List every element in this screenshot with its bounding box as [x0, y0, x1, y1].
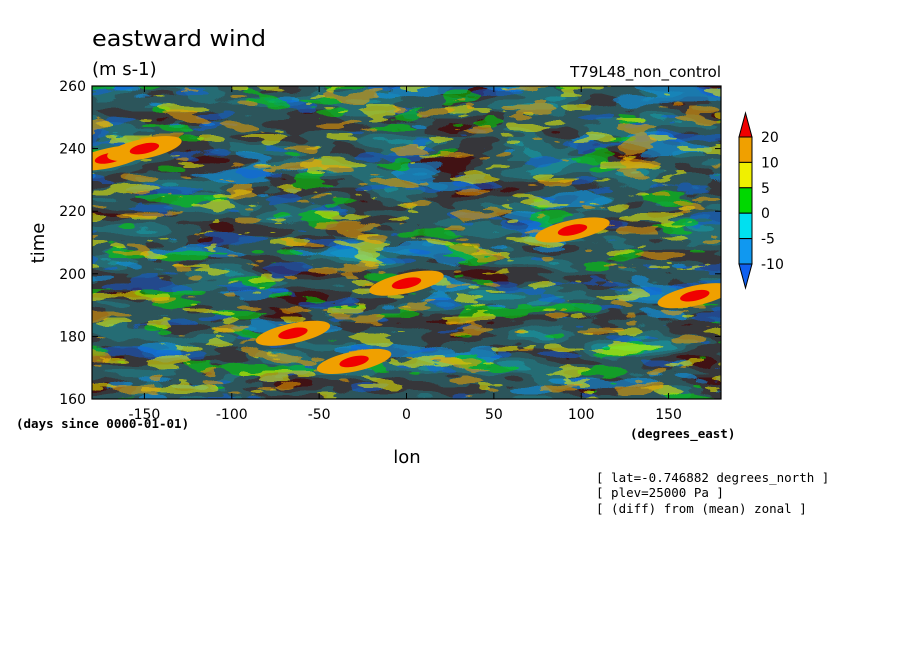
chart-title: eastward wind: [92, 27, 266, 52]
x-tick-label: 100: [568, 407, 595, 423]
colorbar-segment: [738, 136, 753, 163]
annotation-plev: [ plev=25000 Pa ]: [596, 485, 724, 500]
x-tick-label: 0: [402, 407, 411, 423]
x-axis-ticks: -150 -100 -50 0 50 100 150: [129, 86, 682, 423]
y-axis-ticks: 160 180 200 220 240 260: [59, 79, 721, 408]
y-axis-units: (days since 0000-01-01): [16, 416, 189, 431]
y-tick-label: 220: [59, 204, 86, 220]
feature-core: [680, 289, 710, 302]
annotation-zonal: [ (diff) from (mean) zonal ]: [596, 501, 807, 516]
colorbar-label: 20: [761, 130, 779, 146]
run-label: T79L48_non_control: [569, 63, 721, 82]
feature-core: [339, 355, 369, 368]
colorbar-label: -10: [761, 257, 784, 273]
field-band-4: [92, 86, 721, 399]
y-tick-label: 260: [59, 79, 86, 95]
colorbar-label: -5: [761, 232, 775, 248]
colorbar-top-arrow: [738, 111, 753, 138]
x-tick-label: -150: [129, 407, 161, 423]
colorbar: 20 10 5 0 -5 -10: [738, 111, 784, 290]
colorbar-segment: [738, 187, 753, 214]
colorbar-segment: [738, 212, 753, 240]
feature-core: [391, 277, 422, 289]
feature-core: [129, 142, 160, 155]
y-tick-label: 160: [59, 392, 86, 408]
x-tick-label: -50: [308, 407, 331, 423]
y-tick-label: 200: [59, 267, 86, 283]
colorbar-segment: [738, 238, 753, 265]
x-tick-label: 50: [485, 407, 503, 423]
colorbar-segment: [738, 161, 753, 189]
x-axis-label: lon: [393, 447, 420, 468]
y-tick-label: 240: [59, 142, 86, 158]
annotation-lat: [ lat=-0.746882 degrees_north ]: [596, 470, 829, 485]
y-axis-label: time: [28, 223, 49, 264]
feature-core: [278, 327, 308, 340]
colorbar-label: 10: [761, 155, 779, 171]
x-tick-label: -100: [216, 407, 248, 423]
feature-core: [557, 224, 588, 236]
x-axis-units: (degrees_east): [630, 426, 735, 442]
colorbar-bottom-arrow: [738, 263, 753, 290]
colorbar-label: 0: [761, 206, 770, 222]
heatmap-field: [92, 86, 721, 399]
x-tick-label: 150: [655, 407, 682, 423]
chart-units: (m s-1): [92, 59, 157, 80]
y-tick-label: 180: [59, 329, 86, 345]
colorbar-label: 5: [761, 181, 770, 197]
